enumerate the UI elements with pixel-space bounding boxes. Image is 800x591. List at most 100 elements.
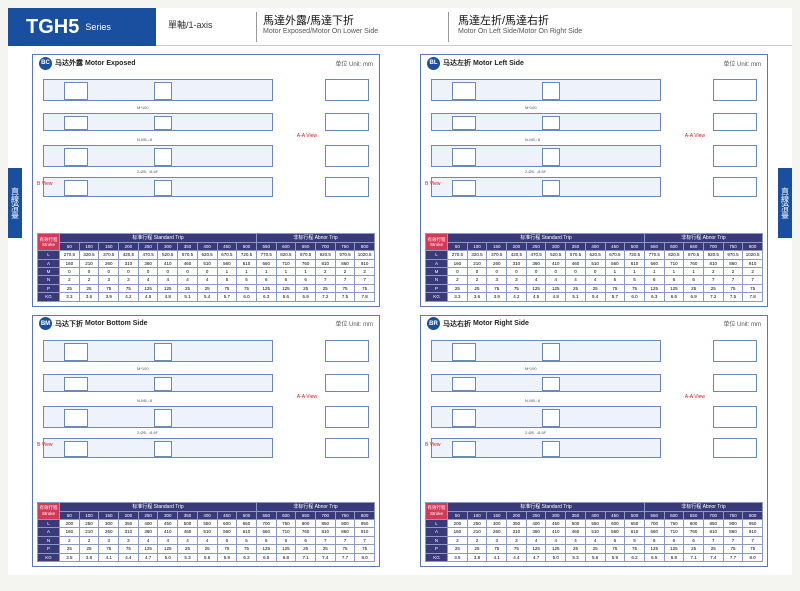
cell: 125 <box>644 284 664 292</box>
cell: 320.5 <box>79 251 99 259</box>
page-header: TGH5 Series 單軸/1-axis 馬達外露/馬達下折 Motor Ex… <box>8 8 792 46</box>
cell: 4 <box>585 276 605 284</box>
col-stroke: 400 <box>197 242 217 250</box>
cell: 4 <box>566 536 586 544</box>
cell: 75 <box>335 284 355 292</box>
panel-bm: BM 马达下折 Motor Bottom Side 单位 Unit: mm A-… <box>32 315 380 568</box>
cell: 75 <box>723 545 743 553</box>
cell: 1 <box>276 267 296 275</box>
cell: 0 <box>467 267 487 275</box>
cell: 510 <box>585 259 605 267</box>
cell: 125 <box>546 545 566 553</box>
cell: 160 <box>448 528 468 536</box>
cell: 6.5 <box>256 553 276 561</box>
col-stroke: 50 <box>448 511 468 519</box>
panel-title: BC 马达外露 Motor Exposed <box>39 57 136 70</box>
cell: 700 <box>644 520 664 528</box>
cell: 600 <box>217 520 237 528</box>
cell: 420.5 <box>119 251 139 259</box>
cell: 2 <box>448 276 468 284</box>
cell: 350 <box>507 520 527 528</box>
cell: 75 <box>335 545 355 553</box>
col-stroke: 800 <box>743 511 763 519</box>
cell: 700 <box>256 520 276 528</box>
cell: 270.5 <box>448 251 468 259</box>
col-stroke: 500 <box>237 511 257 519</box>
col-stroke: 250 <box>138 242 158 250</box>
cell: 5 <box>625 276 645 284</box>
cell: 3 <box>487 276 507 284</box>
cell: 410 <box>546 259 566 267</box>
cell: 0 <box>526 267 546 275</box>
cell: 360 <box>526 259 546 267</box>
cell: 75 <box>507 545 527 553</box>
cell: 920.5 <box>315 251 335 259</box>
cell: 25 <box>315 284 335 292</box>
cell: 75 <box>625 284 645 292</box>
cell: 25 <box>197 284 217 292</box>
cell: 2 <box>79 536 99 544</box>
panel-bc: BC 马达外露 Motor Exposed 单位 Unit: mm A-A Vi… <box>32 54 380 307</box>
section-title-2-cn: 馬達左折/馬達右折 <box>458 12 549 28</box>
cell: 2 <box>703 267 723 275</box>
cell: 3 <box>119 276 139 284</box>
cell: 6.3 <box>644 293 664 301</box>
side-tab-left: 直線滑臺 <box>8 168 22 238</box>
cell: 75 <box>743 545 763 553</box>
col-stroke: 650 <box>684 511 704 519</box>
cell: 3.3 <box>60 293 80 301</box>
cell: 200 <box>60 520 80 528</box>
cell: 5.0 <box>158 553 178 561</box>
cell: 6.8 <box>664 553 684 561</box>
cell: 7 <box>723 536 743 544</box>
col-stroke: 100 <box>79 242 99 250</box>
cell: 750 <box>276 520 296 528</box>
col-stroke: 250 <box>526 242 546 250</box>
cell: 6 <box>276 536 296 544</box>
cell: 660 <box>256 259 276 267</box>
cell: 7.7 <box>335 553 355 561</box>
cell: 125 <box>526 545 546 553</box>
cell: 5.1 <box>566 293 586 301</box>
col-stroke: 150 <box>487 242 507 250</box>
cell: 4 <box>158 536 178 544</box>
cell: 7.5 <box>335 293 355 301</box>
panel-badge: BC <box>39 57 52 70</box>
cell: 4 <box>546 536 566 544</box>
cell: 25 <box>178 545 198 553</box>
cell: 0 <box>566 267 586 275</box>
col-group-abn: 非标行程 Abnor Trip <box>256 502 374 511</box>
divider <box>256 12 257 42</box>
col-stroke: 700 <box>703 242 723 250</box>
col-stroke: 350 <box>566 242 586 250</box>
cell: 310 <box>507 528 527 536</box>
col-stroke: 500 <box>625 511 645 519</box>
table-corner: 有效行程Stroke <box>38 502 60 519</box>
cell: 6 <box>664 536 684 544</box>
cell: 720.5 <box>625 251 645 259</box>
cell: 4.5 <box>138 293 158 301</box>
cell: 2 <box>467 276 487 284</box>
table-corner: 有效行程Stroke <box>426 502 448 519</box>
col-stroke: 200 <box>119 242 139 250</box>
row-header: L <box>426 520 448 528</box>
cell: 7 <box>703 276 723 284</box>
cell: 210 <box>79 259 99 267</box>
col-stroke: 300 <box>546 242 566 250</box>
col-stroke: 100 <box>467 242 487 250</box>
col-stroke: 200 <box>507 511 527 519</box>
cell: 6 <box>684 276 704 284</box>
cell: 7 <box>743 276 763 284</box>
cell: 910 <box>355 528 375 536</box>
row-header: N <box>426 276 448 284</box>
cell: 870.5 <box>684 251 704 259</box>
col-stroke: 50 <box>60 242 80 250</box>
cell: 2 <box>335 267 355 275</box>
cell: 550 <box>197 520 217 528</box>
cell: 810 <box>315 259 335 267</box>
col-stroke: 500 <box>237 242 257 250</box>
col-stroke: 350 <box>178 242 198 250</box>
cell: 610 <box>625 528 645 536</box>
cell: 5.3 <box>178 553 198 561</box>
cell: 920.5 <box>703 251 723 259</box>
